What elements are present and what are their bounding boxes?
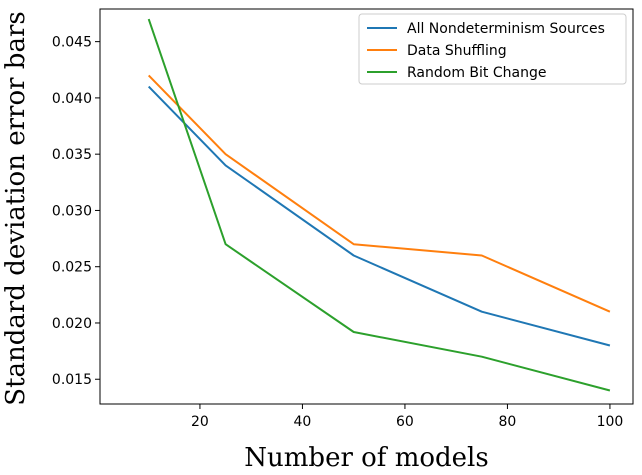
series-layer bbox=[147, 18, 611, 392]
series-line-0 bbox=[147, 85, 611, 347]
y-tick-label: 0.015 bbox=[52, 372, 92, 388]
x-axis: 20 40 60 80 100 bbox=[191, 404, 623, 430]
legend: All Nondeterminism Sources Data Shuffling… bbox=[358, 13, 627, 85]
y-axis: 0.015 0.020 0.025 0.030 0.035 0.040 0.045 bbox=[52, 35, 100, 388]
x-axis-title: Number of models bbox=[244, 443, 488, 473]
x-tick-label: 60 bbox=[396, 414, 414, 430]
x-tick-label: 20 bbox=[191, 414, 209, 430]
y-tick-label: 0.040 bbox=[52, 91, 92, 107]
x-tick-label: 100 bbox=[597, 414, 624, 430]
y-tick-label: 0.045 bbox=[52, 35, 92, 51]
series-line-2 bbox=[147, 18, 611, 392]
legend-label: Data Shuffling bbox=[407, 43, 507, 59]
y-axis-title: Standard deviation error bars bbox=[1, 11, 31, 405]
y-tick-label: 0.025 bbox=[52, 260, 92, 276]
legend-label: Random Bit Change bbox=[407, 65, 546, 81]
y-tick-label: 0.035 bbox=[52, 147, 92, 163]
y-tick-label: 0.020 bbox=[52, 316, 92, 332]
legend-box bbox=[358, 13, 627, 85]
legend-label: All Nondeterminism Sources bbox=[407, 21, 605, 37]
x-tick-label: 80 bbox=[499, 414, 517, 430]
series-line-1 bbox=[147, 74, 611, 313]
y-tick-label: 0.030 bbox=[52, 203, 92, 219]
plot-frame bbox=[99, 8, 634, 405]
x-tick-label: 40 bbox=[294, 414, 312, 430]
